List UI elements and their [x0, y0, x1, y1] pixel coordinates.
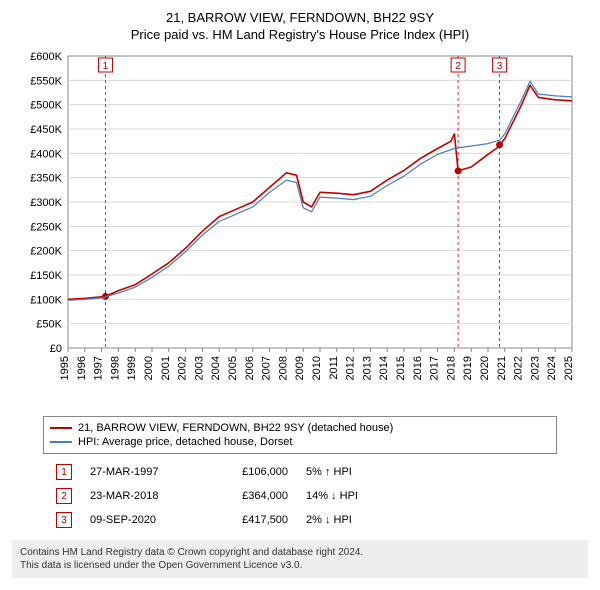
event-delta: 5% ↑ HPI: [306, 466, 426, 478]
legend: 21, BARROW VIEW, FERNDOWN, BH22 9SY (det…: [43, 416, 557, 454]
svg-text:1: 1: [103, 61, 109, 72]
legend-label: HPI: Average price, detached house, Dors…: [78, 436, 292, 448]
svg-text:2: 2: [455, 61, 461, 72]
svg-text:2008: 2008: [277, 356, 289, 380]
svg-text:£450K: £450K: [30, 124, 62, 136]
event-date: 27-MAR-1997: [90, 466, 190, 478]
svg-text:£400K: £400K: [30, 148, 62, 160]
event-date: 23-MAR-2018: [90, 490, 190, 502]
svg-text:£550K: £550K: [30, 75, 62, 87]
svg-text:2018: 2018: [445, 356, 457, 380]
svg-text:2021: 2021: [496, 356, 508, 380]
svg-text:2011: 2011: [328, 356, 340, 380]
legend-item: HPI: Average price, detached house, Dors…: [50, 435, 550, 449]
svg-text:2002: 2002: [177, 356, 189, 380]
footer-line: Contains HM Land Registry data © Crown c…: [20, 546, 580, 559]
svg-text:£600K: £600K: [30, 51, 62, 63]
svg-text:£0: £0: [50, 343, 62, 355]
svg-text:1995: 1995: [59, 356, 71, 380]
svg-text:2013: 2013: [361, 356, 373, 380]
svg-text:2015: 2015: [395, 356, 407, 380]
svg-text:£50K: £50K: [36, 319, 62, 331]
title-main: 21, BARROW VIEW, FERNDOWN, BH22 9SY: [10, 10, 590, 25]
legend-swatch: [50, 441, 72, 443]
svg-text:2022: 2022: [513, 356, 525, 380]
event-delta: 14% ↓ HPI: [306, 490, 426, 502]
legend-swatch: [50, 427, 72, 429]
svg-text:1998: 1998: [109, 356, 121, 380]
svg-text:2025: 2025: [563, 356, 575, 380]
svg-text:2007: 2007: [261, 356, 273, 380]
legend-item: 21, BARROW VIEW, FERNDOWN, BH22 9SY (det…: [50, 421, 550, 435]
svg-text:1999: 1999: [126, 356, 138, 380]
svg-text:2017: 2017: [429, 356, 441, 380]
event-marker: 2: [56, 488, 72, 504]
legend-label: 21, BARROW VIEW, FERNDOWN, BH22 9SY (det…: [78, 422, 393, 434]
titles: 21, BARROW VIEW, FERNDOWN, BH22 9SY Pric…: [10, 10, 590, 42]
event-price: £364,000: [208, 490, 288, 502]
footer: Contains HM Land Registry data © Crown c…: [12, 540, 588, 578]
event-row: 1 27-MAR-1997 £106,000 5% ↑ HPI: [50, 460, 550, 484]
svg-text:2012: 2012: [345, 356, 357, 380]
svg-text:2014: 2014: [378, 356, 390, 380]
event-marker: 1: [56, 464, 72, 480]
footer-line: This data is licensed under the Open Gov…: [20, 559, 580, 572]
svg-text:1996: 1996: [76, 356, 88, 380]
svg-text:2019: 2019: [462, 356, 474, 380]
svg-text:1997: 1997: [93, 356, 105, 380]
event-delta: 2% ↓ HPI: [306, 514, 426, 526]
svg-text:2000: 2000: [143, 356, 155, 380]
chart: £0 £50K £100K £150K £200K £250K £300K £350K £400…: [20, 48, 580, 408]
svg-text:2010: 2010: [311, 356, 323, 380]
svg-text:2006: 2006: [244, 356, 256, 380]
svg-text:2003: 2003: [193, 356, 205, 380]
event-price: £417,500: [208, 514, 288, 526]
svg-text:£150K: £150K: [30, 270, 62, 282]
events-table: 1 27-MAR-1997 £106,000 5% ↑ HPI 2 23-MAR…: [50, 460, 550, 532]
svg-text:2016: 2016: [412, 356, 424, 380]
svg-text:2005: 2005: [227, 356, 239, 380]
svg-text:2023: 2023: [529, 356, 541, 380]
svg-text:£200K: £200K: [30, 246, 62, 258]
chart-svg: £0 £50K £100K £150K £200K £250K £300K £350K £400…: [20, 48, 580, 408]
title-sub: Price paid vs. HM Land Registry's House …: [10, 27, 590, 42]
svg-text:2024: 2024: [546, 356, 558, 380]
svg-text:£350K: £350K: [30, 173, 62, 185]
svg-text:£500K: £500K: [30, 100, 62, 112]
svg-text:£250K: £250K: [30, 221, 62, 233]
event-row: 3 09-SEP-2020 £417,500 2% ↓ HPI: [50, 508, 550, 532]
event-price: £106,000: [208, 466, 288, 478]
event-date: 09-SEP-2020: [90, 514, 190, 526]
svg-text:2001: 2001: [160, 356, 172, 380]
svg-text:2004: 2004: [210, 356, 222, 380]
svg-text:2020: 2020: [479, 356, 491, 380]
event-row: 2 23-MAR-2018 £364,000 14% ↓ HPI: [50, 484, 550, 508]
chart-container: 21, BARROW VIEW, FERNDOWN, BH22 9SY Pric…: [0, 0, 600, 588]
svg-text:2009: 2009: [294, 356, 306, 380]
event-marker: 3: [56, 512, 72, 528]
svg-text:£300K: £300K: [30, 197, 62, 209]
svg-text:£100K: £100K: [30, 294, 62, 306]
svg-text:3: 3: [497, 61, 503, 72]
